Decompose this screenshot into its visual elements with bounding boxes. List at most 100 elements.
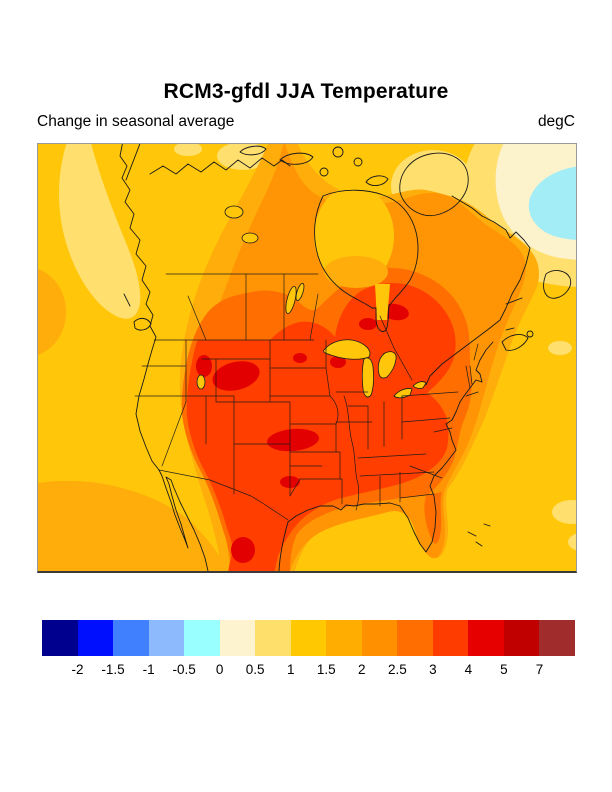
colorbar [42, 620, 575, 656]
lake-winnipeg [285, 285, 297, 315]
james-bay-gold [375, 284, 390, 320]
map-canvas [38, 144, 576, 571]
colorbar-tick: 7 [535, 662, 544, 677]
colorbar-tick: 4 [464, 662, 473, 677]
anticosti-island [505, 297, 523, 305]
colorbar-tick: -0.5 [172, 662, 196, 677]
contour-amber-west-edge [38, 269, 66, 355]
figure-subtitle: Change in seasonal average [37, 113, 235, 130]
arctic-islet-1 [332, 146, 344, 158]
colorbar-segment [184, 620, 220, 656]
vancouver-island [133, 317, 152, 331]
contour-amber-ocean [38, 269, 227, 571]
colorbar-tick: 2 [358, 662, 366, 677]
arctic-coast [149, 157, 291, 175]
contour-pale-regions [59, 144, 576, 551]
figure-subtitle-row: Change in seasonal average degC [37, 113, 575, 131]
colorbar-tick: 5 [500, 662, 508, 677]
province-borders [165, 273, 413, 381]
nova-scotia [501, 334, 529, 351]
bahamas-3 [483, 523, 491, 527]
state-borders-west [134, 339, 301, 497]
lake-manitoba [295, 282, 305, 302]
state-borders-plains [269, 339, 343, 505]
haida-gwaii [123, 293, 131, 307]
labrador-coast [451, 195, 531, 329]
map-panel [37, 143, 577, 573]
colorbar-tick-labels: -2 -1.5 -1 -0.5 0 0.5 1 1.5 2 2.5 3 4 5 7 [42, 662, 575, 680]
colorbar-segment [503, 620, 540, 656]
contour-cyan-ne [528, 166, 576, 240]
long-island [465, 391, 479, 397]
baja-coast [158, 469, 209, 571]
lake-superior [323, 339, 371, 360]
colorbar-segment [361, 620, 398, 656]
colorbar-tick: 0.5 [245, 662, 265, 677]
hudson-bay-amber [324, 256, 388, 288]
contour-pale-atlantic-3 [568, 533, 576, 551]
red-spot-ontario [359, 318, 377, 330]
figure-title: RCM3-gfdl JJA Temperature [163, 80, 449, 103]
colorbar-tick: -1.5 [101, 662, 125, 677]
coastlines [119, 144, 572, 571]
contour-pale-atlantic-2 [552, 500, 576, 524]
great-bear-lake [224, 205, 244, 219]
red-spot-utah-idaho [196, 355, 212, 377]
colorbar-segment [468, 620, 504, 656]
southampton-island [365, 175, 389, 186]
red-spot-kansas [267, 428, 319, 452]
pacific-coast [119, 144, 160, 471]
us-mexico-border [158, 469, 289, 521]
lake-ontario [412, 381, 427, 389]
colorbar-segment [432, 620, 469, 656]
colorbar-segment [326, 620, 362, 656]
colorbar-segment [255, 620, 291, 656]
colorbar-tick: 2.5 [387, 662, 407, 677]
newfoundland-island [543, 270, 572, 299]
banks-island [239, 145, 267, 156]
alaska-border [125, 144, 141, 181]
units-label: degC [537, 113, 575, 130]
colorbar-segment [290, 620, 327, 656]
st-lawrence-river [425, 327, 491, 386]
red-spot-wisconsin [330, 356, 346, 368]
colorbar-segment [539, 620, 575, 656]
arctic-islet-3 [319, 167, 329, 177]
state-borders-midwest [335, 391, 403, 511]
cape-breton-island [526, 330, 534, 338]
state-borders-east [401, 343, 479, 433]
colorbar-tick: -2 [71, 662, 84, 677]
baffin-island [399, 152, 469, 216]
red-spot-minnesota [293, 353, 307, 363]
political-borders [134, 273, 479, 521]
colorbar-segment [77, 620, 114, 656]
arctic-islet-2 [353, 157, 363, 167]
colorbar-tick: 1 [286, 662, 295, 677]
great-slave-lake [241, 232, 259, 244]
colorbar-segment [397, 620, 433, 656]
hudson-bay-water [314, 186, 394, 320]
state-borders-south [357, 453, 443, 507]
colorbar-segment [42, 620, 78, 656]
victoria-island [279, 152, 314, 165]
prince-edward-island [505, 327, 515, 331]
red-spot-wyoming [212, 361, 260, 391]
gulf-atlantic-coast [278, 341, 494, 571]
bahamas-2 [475, 541, 483, 547]
lake-michigan [361, 357, 374, 398]
red-spot-mexico [231, 537, 255, 563]
contour-amber-sw [38, 480, 227, 571]
hudson-bay-outline [314, 189, 419, 332]
colorbar-segment [219, 620, 256, 656]
colorbar-tick: 0 [215, 662, 224, 677]
contour-pale-atlantic-1 [548, 341, 572, 355]
lakes [196, 205, 427, 399]
contour-pale-arctic-2 [174, 144, 202, 156]
great-salt-lake [196, 374, 206, 390]
colorbar-tick: 1.5 [316, 662, 336, 677]
lake-huron [377, 351, 397, 379]
colorbar-segment [113, 620, 149, 656]
contour-red-spots [196, 303, 409, 563]
bahamas-1 [467, 531, 477, 537]
